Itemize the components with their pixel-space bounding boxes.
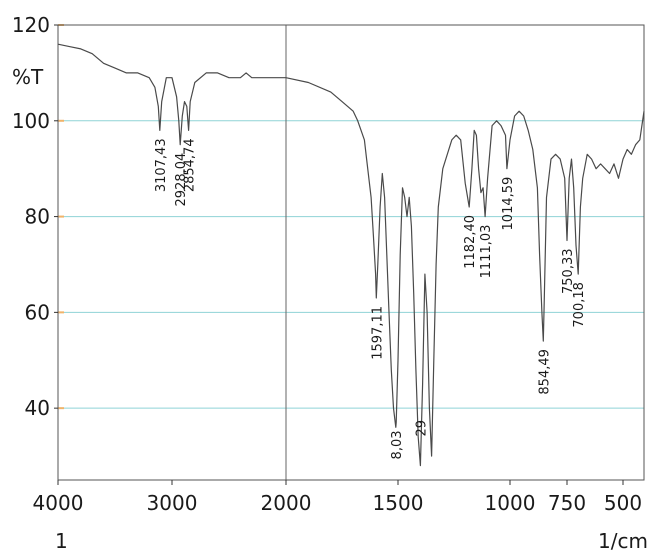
x-tick-label: 750 <box>548 491 586 515</box>
peak-label: 2854,74 <box>183 138 198 192</box>
x-tick-label: 1000 <box>485 491 536 515</box>
x-tick-label: 3000 <box>147 491 198 515</box>
y-tick-label: 100 <box>12 109 50 133</box>
peak-label: 1111,03 <box>479 225 494 279</box>
x-tick-label: 4000 <box>33 491 84 515</box>
peak-label: 1014,59 <box>501 177 516 231</box>
peak-label: 29 <box>414 420 429 437</box>
peak-label: 2928,04 <box>174 153 189 207</box>
peak-label: 3107,43 <box>154 138 169 192</box>
peak-label: 854,49 <box>537 349 552 395</box>
peak-label: 1182,40 <box>463 215 478 269</box>
x-tick-label: 500 <box>604 491 642 515</box>
y-axis-ticks: 120 100 80 60 40 <box>12 13 58 420</box>
peak-label: 700,18 <box>572 282 587 328</box>
spectrum-series-line <box>57 43 645 467</box>
x-tick-label: 1500 <box>373 491 424 515</box>
peak-label: 8,03 <box>390 431 405 460</box>
y-axis-label: %T <box>12 65 44 89</box>
grid-layer <box>58 24 644 481</box>
y-tick-label: 120 <box>12 13 50 37</box>
peak-label: 1597,11 <box>370 306 385 360</box>
y-tick-label: 80 <box>25 205 50 229</box>
x-axis-left-label: 1 <box>55 529 68 553</box>
y-tick-label: 60 <box>25 300 50 324</box>
peak-label: 750,33 <box>561 249 576 295</box>
plot-frame <box>57 24 645 481</box>
x-tick-label: 2000 <box>261 491 312 515</box>
x-axis-label: 1/cm <box>598 529 648 553</box>
x-axis-ticks: 4000 3000 2000 1500 1000 750 500 <box>33 480 642 515</box>
y-tick-label: 40 <box>25 396 50 420</box>
